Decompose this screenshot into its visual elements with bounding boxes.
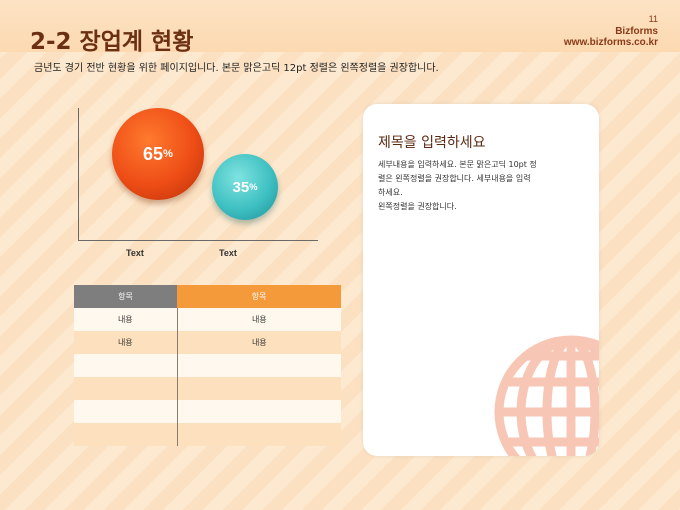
table-cell [74, 400, 177, 423]
page-subtitle: 금년도 경기 전반 현황을 위한 페이지입니다. 본문 맑은고딕 12pt 정렬… [34, 63, 439, 74]
card-body-line: 왼쪽정렬을 권장합니다. [378, 202, 457, 211]
card-body-line: 렬은 왼쪽정렬을 권장합니다. 세부내용을 입력 [378, 174, 531, 183]
data-table: 항목 항목 내용 내용 내용 내용 [74, 285, 341, 446]
table-row [74, 354, 341, 377]
table-cell [176, 423, 341, 446]
bubble-35-unit: % [249, 182, 258, 192]
card-body-line: 하세요. [378, 188, 403, 197]
table-row [74, 423, 341, 446]
table-cell [74, 377, 177, 400]
card-title: 제목을 입력하세요 [378, 135, 486, 151]
card-body-line: 세부내용을 입력하세요. 본문 맑은고딕 10pt 정 [378, 160, 537, 169]
x-tick-label-2: Text [219, 248, 237, 258]
table-cell: 내용 [176, 331, 341, 354]
table-row: 내용 내용 [74, 308, 341, 331]
brand-block: 11 Bizforms www.bizforms.co.kr [564, 14, 658, 48]
table-cell: 내용 [176, 308, 341, 331]
chart-x-axis [78, 240, 318, 241]
table-header-cell: 항목 [177, 285, 341, 308]
table-header-row: 항목 항목 [74, 285, 341, 308]
bubble-35: 35% [212, 154, 278, 220]
chart-y-axis [78, 108, 79, 240]
brand-name: Bizforms [615, 26, 658, 37]
table-row: 내용 내용 [74, 331, 341, 354]
info-card: 제목을 입력하세요 세부내용을 입력하세요. 본문 맑은고딕 10pt 정 렬은… [363, 104, 599, 456]
page-title: 2-2 장업계 현황 [30, 29, 194, 55]
header-band [0, 0, 680, 52]
table-cell: 내용 [74, 331, 177, 354]
bubble-chart: 65% 35% [78, 108, 320, 242]
bubble-65-value: 65 [143, 143, 164, 164]
page-number: 11 [648, 14, 658, 24]
table-cell [74, 354, 177, 377]
table-cell: 내용 [74, 308, 177, 331]
table-row [74, 377, 341, 400]
brand-url: www.bizforms.co.kr [563, 37, 658, 48]
bubble-65: 65% [112, 108, 204, 200]
card-body: 세부내용을 입력하세요. 본문 맑은고딕 10pt 정 렬은 왼쪽정렬을 권장합… [378, 158, 583, 214]
bubble-35-value: 35 [232, 178, 250, 196]
globe-icon [494, 335, 599, 456]
table-cell [176, 354, 341, 377]
table-header-cell: 항목 [74, 285, 177, 308]
x-tick-label-1: Text [126, 248, 144, 258]
table-cell [74, 423, 177, 446]
table-cell [176, 400, 341, 423]
bubble-65-unit: % [163, 148, 173, 160]
table-row [74, 400, 341, 423]
table-cell [176, 377, 341, 400]
